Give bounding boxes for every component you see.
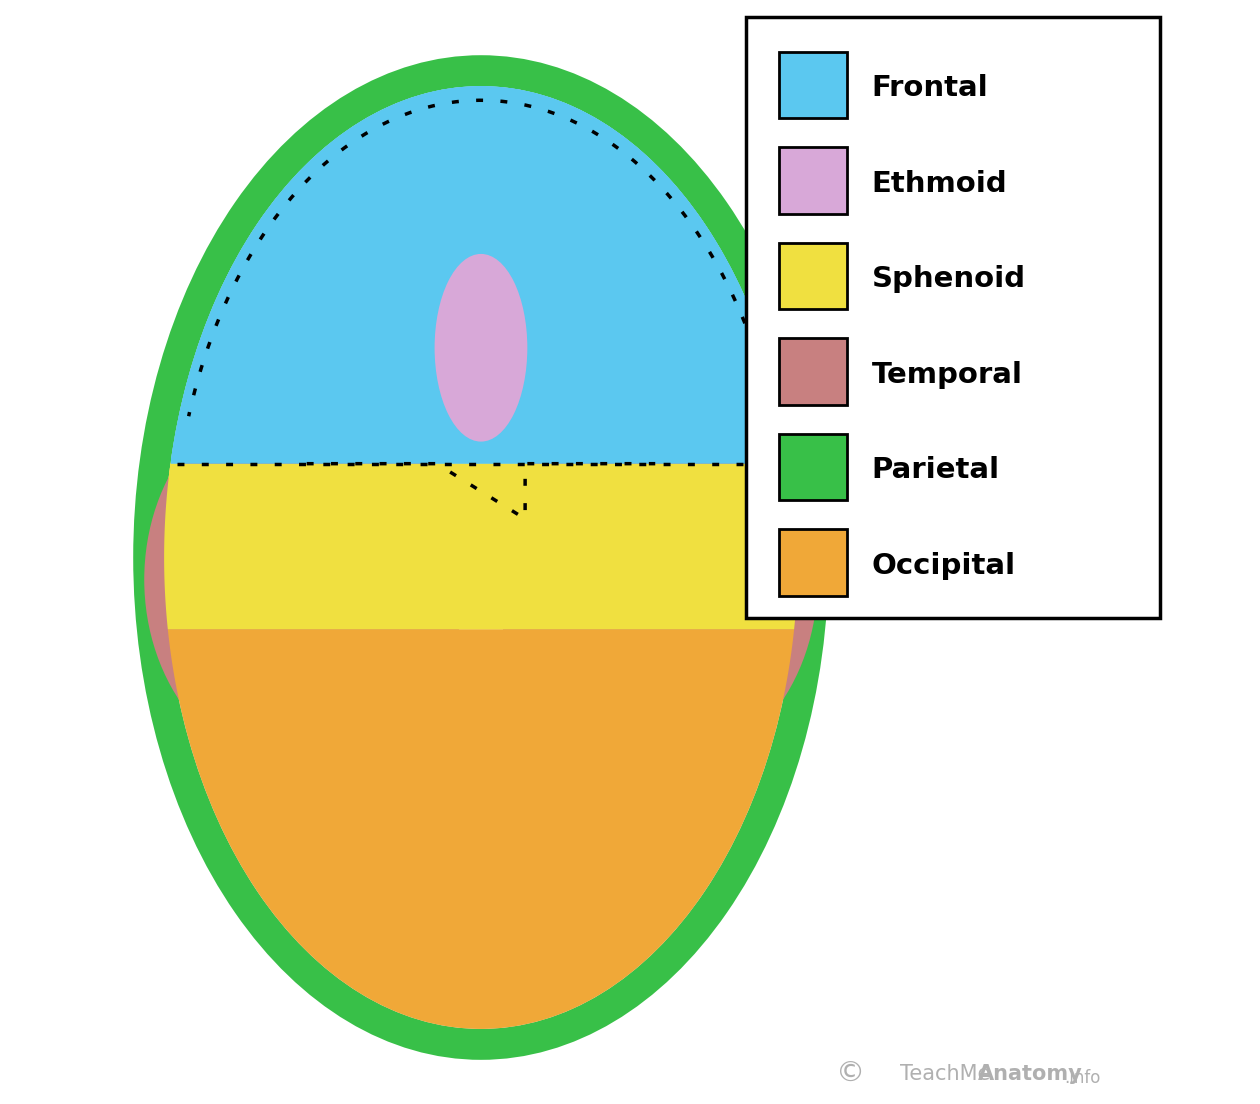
Text: Frontal: Frontal (872, 74, 989, 103)
FancyBboxPatch shape (746, 17, 1160, 618)
Text: Ethmoid: Ethmoid (872, 170, 1008, 198)
Bar (779, 529, 848, 595)
Ellipse shape (498, 386, 818, 773)
Ellipse shape (435, 254, 528, 442)
Ellipse shape (164, 86, 798, 1029)
Polygon shape (168, 629, 794, 1029)
Text: Occipital: Occipital (872, 552, 1016, 580)
Ellipse shape (144, 386, 465, 773)
Text: Temporal: Temporal (872, 361, 1023, 389)
Text: ©: © (837, 1060, 866, 1089)
Bar (779, 52, 848, 118)
Bar (779, 338, 848, 404)
Text: TeachMe: TeachMe (901, 1064, 990, 1084)
Polygon shape (171, 86, 791, 464)
Bar (779, 434, 848, 500)
Polygon shape (164, 464, 798, 629)
Text: .info: .info (1063, 1069, 1100, 1086)
Bar (779, 243, 848, 309)
Polygon shape (164, 464, 798, 629)
Text: Parietal: Parietal (872, 456, 1000, 485)
Ellipse shape (134, 55, 829, 1060)
Bar (779, 147, 848, 213)
Polygon shape (171, 86, 791, 464)
Text: Anatomy: Anatomy (978, 1064, 1082, 1084)
Text: Sphenoid: Sphenoid (872, 265, 1026, 294)
